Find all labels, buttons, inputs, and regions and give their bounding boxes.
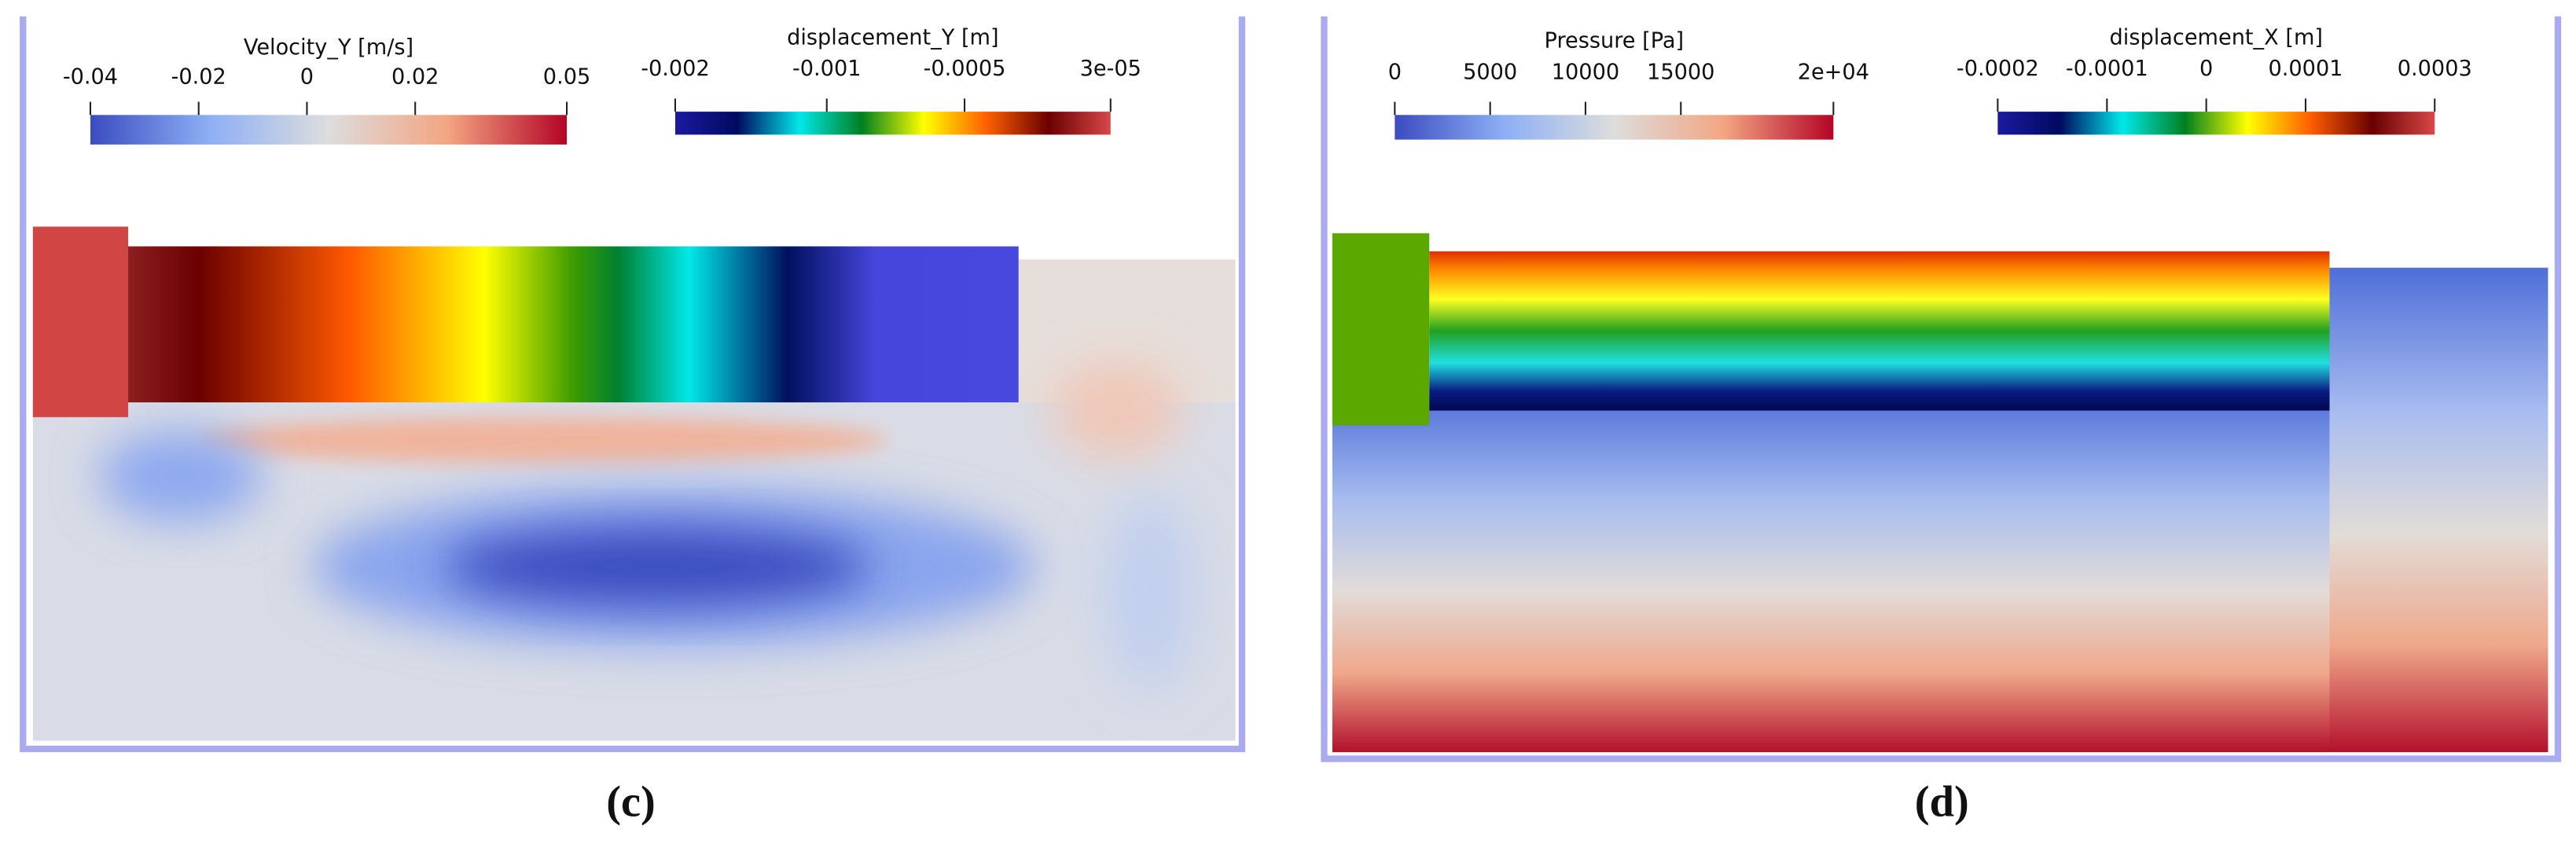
- field-d: [1332, 233, 2548, 753]
- colorbar-tick-label: 0.05: [543, 65, 590, 90]
- colorbar-tick-label: -0.0002: [1957, 57, 2039, 81]
- colorbar: [1997, 112, 2435, 135]
- colorbar-tick-label: 0: [2199, 57, 2213, 81]
- colorbar-tick-label: -0.02: [171, 65, 226, 90]
- colorbar-tick-label: 0.02: [391, 65, 439, 90]
- field-c: [32, 226, 1236, 741]
- colorbar-tick-label: 0.0003: [2398, 57, 2472, 81]
- colorbar-tick-label: -0.001: [792, 57, 862, 81]
- colorbar-tick-label: 10000: [1552, 60, 1619, 84]
- colorbar-title: Pressure [Pa]: [1545, 29, 1685, 53]
- frame-d: [1321, 16, 2562, 762]
- panel-label: (c): [606, 778, 656, 827]
- colorbar-tick-label: 0: [300, 65, 314, 90]
- colorbar-tick-label: 0: [1388, 60, 1402, 84]
- colorbar-tick-label: -0.0005: [924, 57, 1006, 81]
- colorbar: [674, 112, 1111, 135]
- colorbar-title: displacement_X [m]: [2110, 25, 2323, 50]
- colorbar-tick-label: 2e+04: [1798, 60, 1869, 84]
- colorbar-tick-label: 15000: [1647, 60, 1714, 84]
- colorbar: [90, 115, 568, 145]
- colorbar: [1395, 115, 1834, 140]
- colorbar-tick-label: 5000: [1463, 60, 1517, 84]
- panel-label: (d): [1915, 778, 1969, 827]
- frame-c: [20, 16, 1246, 753]
- colorbar-title: Velocity_Y [m/s]: [244, 35, 413, 60]
- colorbar-tick-label: -0.002: [641, 57, 710, 81]
- colorbar-title: displacement_Y [m]: [787, 25, 998, 50]
- colorbar-tick-label: -0.04: [63, 65, 118, 90]
- colorbar-tick-label: 0.0001: [2268, 57, 2343, 81]
- colorbar-tick-label: -0.0001: [2066, 57, 2148, 81]
- colorbar-tick-label: 3e-05: [1080, 57, 1141, 81]
